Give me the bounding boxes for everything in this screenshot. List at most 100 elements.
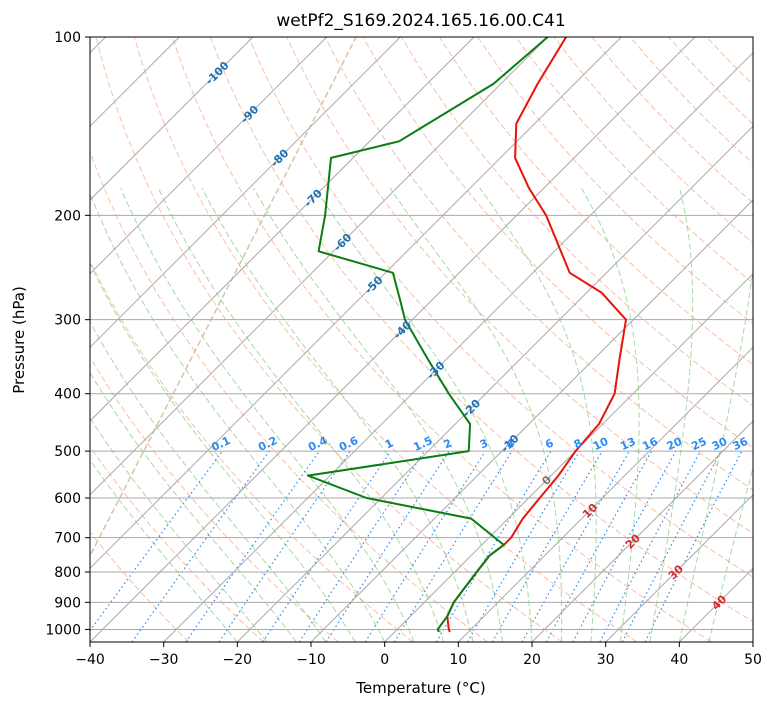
isotherm-line — [90, 37, 475, 422]
y-tick-label: 1000 — [45, 622, 81, 638]
mixing-ratio-line — [364, 450, 486, 642]
moist-adiabat — [649, 188, 694, 642]
chart-title: wetPf2_S169.2024.165.16.00.C41 — [276, 11, 565, 31]
dry-adiabat — [668, 37, 753, 125]
isotherm-line — [678, 567, 753, 642]
isotherm-line — [90, 37, 401, 349]
y-tick-label: 500 — [54, 444, 81, 460]
isotherm-label: -90 — [238, 103, 261, 126]
mixing-ratio-line — [131, 450, 270, 642]
mixing-ratio-label: 6 — [543, 436, 556, 451]
moist-adiabat — [90, 371, 297, 642]
dry-adiabat — [591, 37, 753, 204]
isotherm-line — [90, 37, 549, 496]
x-tick-label: 0 — [380, 652, 389, 668]
mixing-ratio-line — [572, 450, 677, 642]
dry-adiabat — [95, 37, 563, 642]
mixing-ratio-line — [521, 450, 631, 642]
mixing-ratio-line — [644, 450, 743, 642]
moist-adiabat — [314, 187, 533, 642]
axes: −40 −30 −20 −10 0 10 20 30 40 50 100 200 300 400 500 60… — [45, 30, 762, 668]
mixing-ratio-line — [262, 450, 392, 642]
moist-adiabat — [90, 417, 268, 642]
y-tick-label: 600 — [54, 491, 81, 507]
isotherm-line — [236, 125, 753, 642]
moist-adiabat — [389, 187, 563, 642]
temperature-profile — [446, 37, 627, 633]
moist-adiabat — [90, 459, 238, 642]
mixing-ratio-label: 3 — [478, 436, 490, 451]
moist-adiabat — [581, 187, 640, 642]
mixing-ratio-label: 13 — [618, 435, 637, 453]
mixing-ratio-line — [185, 450, 320, 642]
isotherm-line — [90, 37, 622, 570]
mixing-ratio-line — [90, 450, 223, 632]
dry-adiabat — [90, 150, 488, 642]
y-tick-label: 800 — [54, 565, 81, 581]
mixing-ratio-labels: 0.1 0.2 0.4 0.6 1 1.5 2 3 4 6 8 10 13 16 20 25 30 36 — [209, 434, 750, 454]
dry-adiabat — [706, 37, 753, 86]
y-axis-title: Pressure (hPa) — [10, 286, 28, 394]
isotherm-line — [531, 420, 753, 642]
x-tick-label: 40 — [670, 652, 688, 668]
dewpoint-profile — [306, 37, 549, 633]
isotherm-line — [605, 493, 753, 642]
isotherm-line — [163, 51, 753, 642]
mixing-ratio-line — [298, 450, 425, 642]
mixing-ratio-label: 16 — [640, 435, 660, 453]
isotherm-line — [752, 641, 753, 642]
moist-adiabat — [120, 188, 415, 642]
moist-adiabat — [90, 320, 327, 642]
mixing-ratio-line — [466, 450, 580, 642]
isotherm-line — [90, 37, 254, 201]
dry-adiabat — [438, 37, 753, 366]
x-axis-title: Temperature (°C) — [355, 679, 485, 697]
dry-adiabat — [515, 37, 753, 284]
isotherm-line — [310, 199, 753, 642]
isotherm-line — [90, 37, 696, 642]
profile-lines — [306, 37, 627, 633]
y-tick-label: 700 — [54, 531, 81, 547]
mixing-ratio-label: 20 — [665, 435, 685, 453]
x-tick-label: 10 — [449, 652, 467, 668]
x-tick-label: 50 — [744, 652, 762, 668]
mixing-ratio-label: 10 — [591, 435, 611, 453]
mixing-ratio-label: 36 — [731, 435, 751, 453]
dry-adiabat — [400, 37, 753, 407]
mixing-ratio-line — [218, 450, 351, 642]
moist-adiabat — [678, 265, 753, 642]
dry-adiabat — [90, 531, 190, 642]
dry-adiabat — [90, 356, 339, 642]
mixing-ratio-label: 2 — [442, 436, 454, 451]
y-tick-label: 100 — [54, 30, 81, 46]
isotherm-line — [457, 346, 753, 642]
dry-adiabat — [210, 37, 753, 623]
moist-adiabat — [201, 187, 474, 642]
dry-adiabat — [133, 37, 638, 642]
mixing-ratio-line — [325, 450, 450, 642]
y-tick-label: 900 — [54, 595, 81, 611]
mixing-ratio-label: 30 — [710, 435, 730, 453]
ice-curve — [90, 37, 357, 558]
x-tick-label: −10 — [296, 652, 326, 668]
moist-adiabat — [90, 262, 356, 642]
isotherm-line — [90, 37, 328, 275]
y-tick-label: 200 — [54, 208, 81, 224]
x-tick-label: −40 — [75, 652, 105, 668]
dry-adiabat — [90, 445, 264, 642]
moist-adiabat — [708, 466, 753, 642]
isotherm-label: -100 — [203, 59, 232, 88]
x-tick-label: 30 — [597, 652, 615, 668]
y-tick-label: 300 — [54, 313, 81, 329]
mixing-ratio-line — [393, 450, 513, 642]
background-lines — [90, 37, 753, 642]
x-tick-label: −20 — [223, 652, 253, 668]
isotherm-line — [384, 272, 753, 642]
dry-adiabat — [248, 37, 753, 578]
dry-adiabat — [90, 259, 414, 642]
plot-frame — [89, 36, 754, 643]
y-tick-label: 400 — [54, 387, 81, 403]
x-tick-label: −30 — [149, 652, 179, 668]
